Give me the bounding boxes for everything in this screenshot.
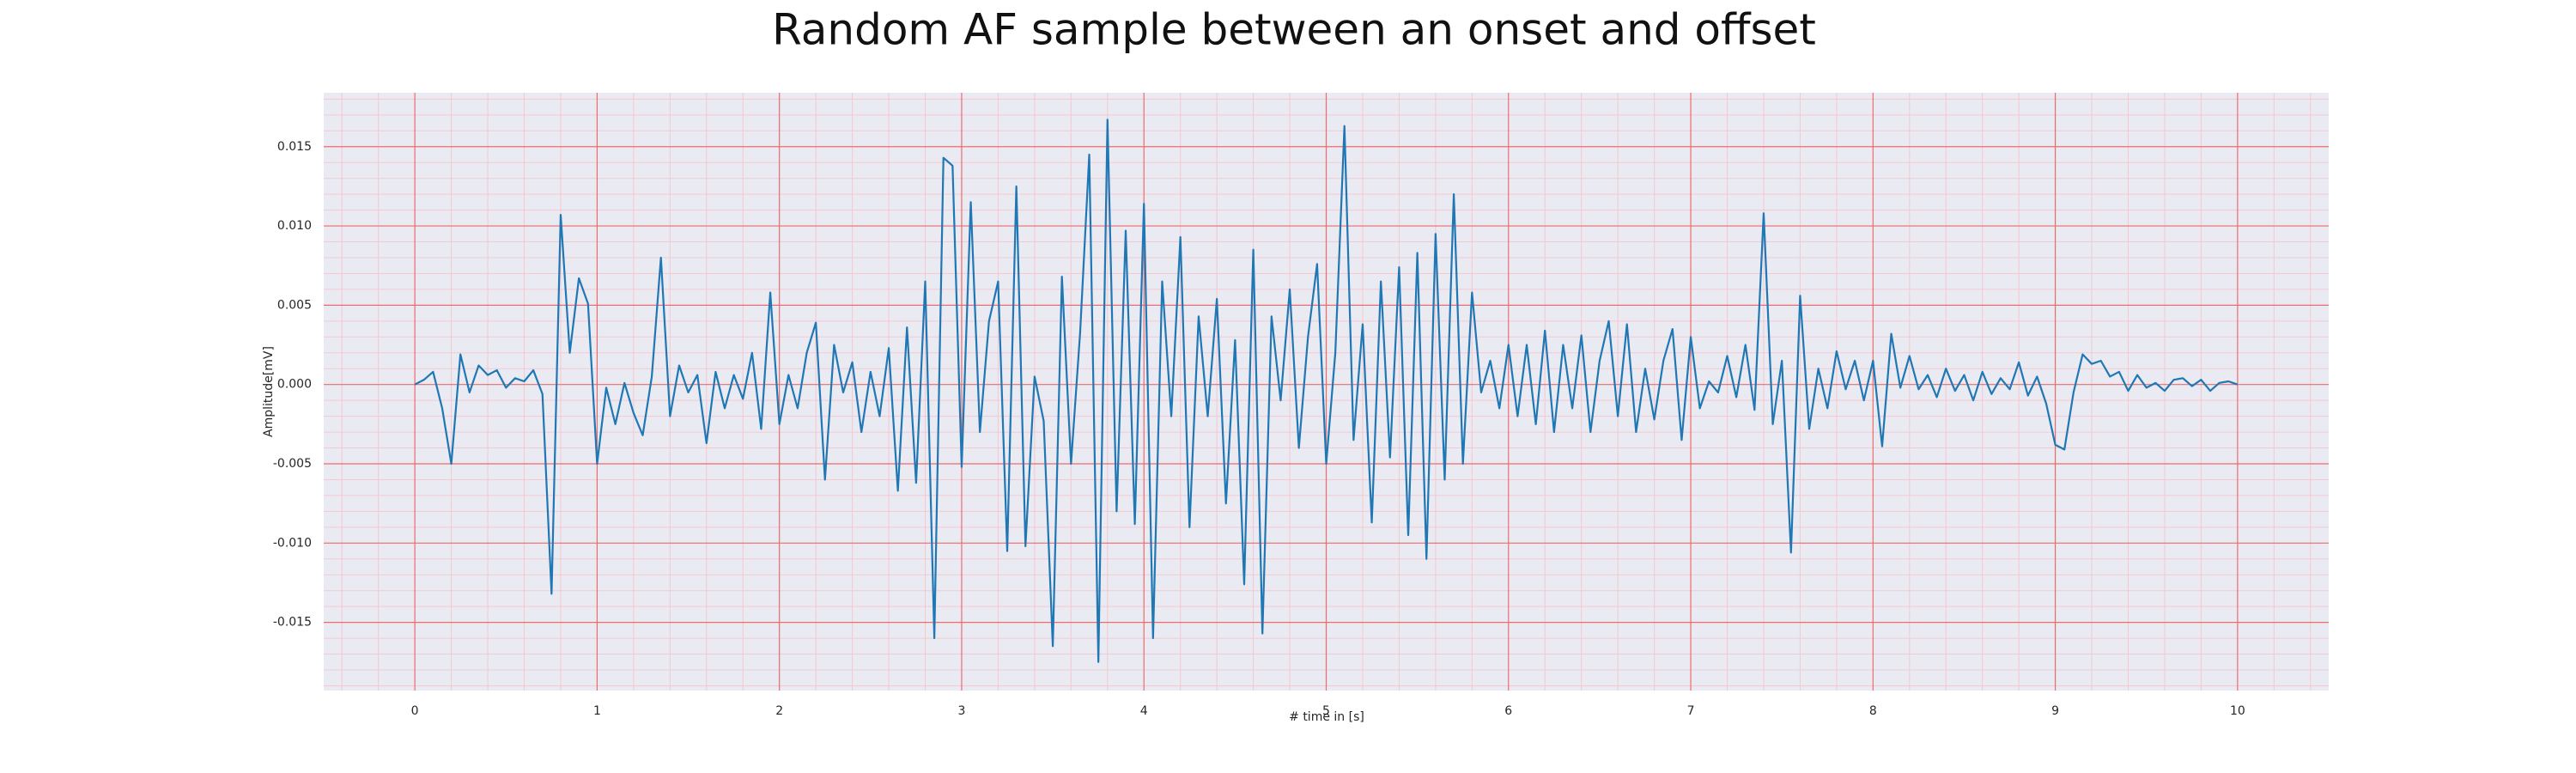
x-tick-label: 9 bbox=[2051, 704, 2059, 718]
x-tick-label: 2 bbox=[775, 704, 783, 718]
x-tick-label: 4 bbox=[1140, 704, 1148, 718]
x-tick-label: 5 bbox=[1322, 704, 1330, 718]
y-tick-label: -0.015 bbox=[273, 616, 312, 630]
chart-title: Random AF sample between an onset and of… bbox=[772, 5, 1816, 55]
x-tick-label: 8 bbox=[1869, 704, 1877, 718]
y-axis-label: Amplitude[mV] bbox=[262, 346, 276, 437]
x-tick-label: 1 bbox=[593, 704, 601, 718]
y-tick-label: -0.010 bbox=[273, 536, 312, 550]
x-axis-label: # time in [s] bbox=[1289, 710, 1364, 724]
line-series bbox=[414, 119, 2239, 663]
y-tick-label: 0.015 bbox=[277, 140, 312, 154]
y-tick-label: 0.005 bbox=[277, 298, 312, 312]
y-tick-label: 0.010 bbox=[277, 219, 312, 233]
x-tick-label: 3 bbox=[957, 704, 965, 718]
x-tick-label: 6 bbox=[1504, 704, 1512, 718]
x-tick-label: 10 bbox=[2230, 704, 2245, 718]
x-tick-label: 7 bbox=[1687, 704, 1695, 718]
x-tick-label: 0 bbox=[411, 704, 419, 718]
y-tick-label: 0.000 bbox=[277, 378, 312, 392]
y-tick-label: -0.005 bbox=[273, 457, 312, 471]
